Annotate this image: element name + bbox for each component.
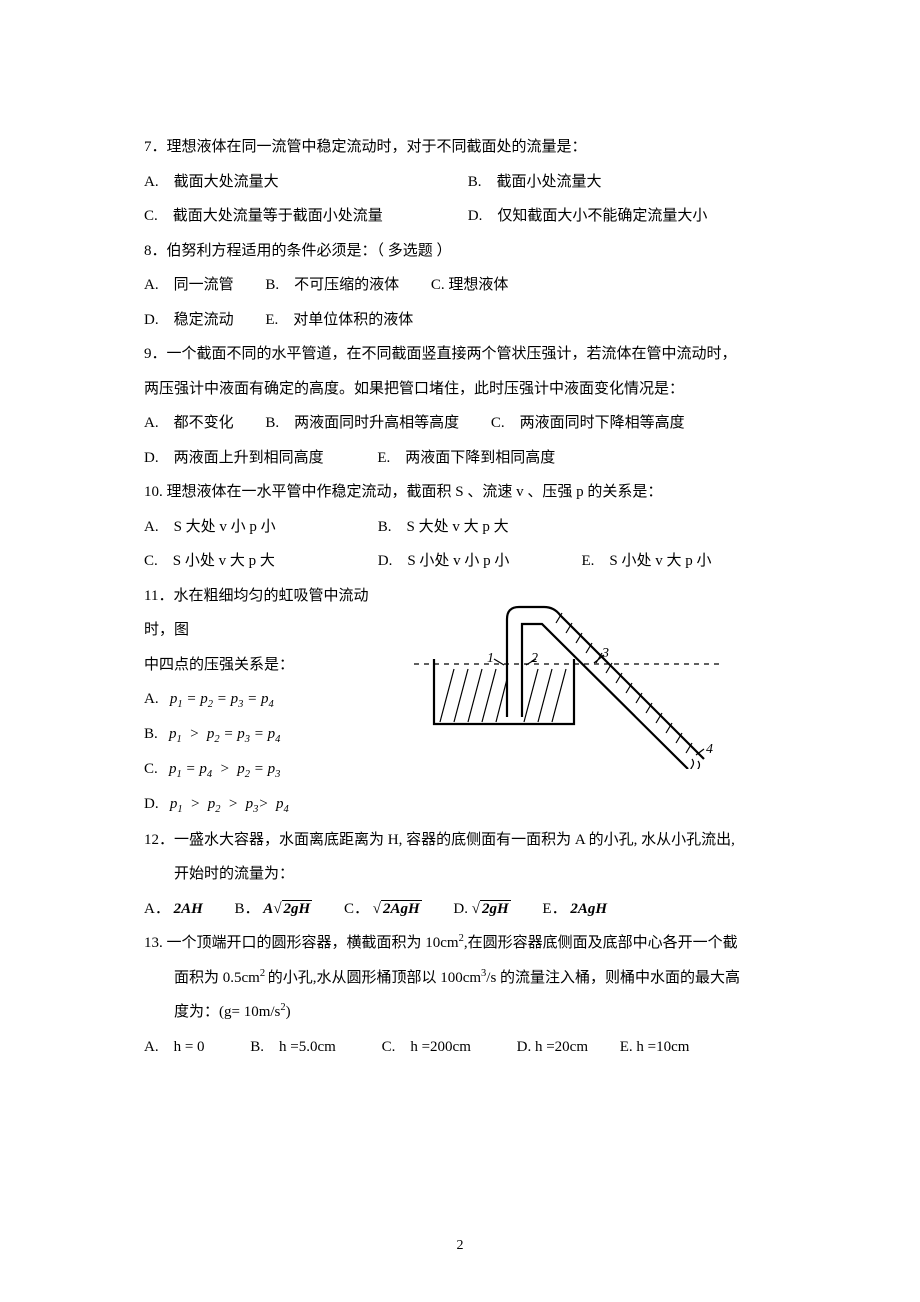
q11-opt-a: A. p1 = p2 = p3 = p4 bbox=[144, 682, 394, 717]
q8-opt-e: E. 对单位体积的液体 bbox=[265, 312, 413, 328]
q9-opt-a: A. 都不变化 bbox=[144, 415, 234, 431]
q8-opt-d: D. 稳定流动 bbox=[144, 312, 234, 328]
q12-opt-d: D. √2gH bbox=[453, 901, 514, 917]
q12-opt-b: B． A√2gH bbox=[235, 901, 316, 917]
q10-opt-e: E. S 小处 v 大 p 小 bbox=[582, 553, 712, 569]
q10-opt-d: D. S 小处 v 小 p 小 bbox=[378, 544, 578, 579]
q11-b-prefix: B. bbox=[144, 726, 158, 742]
q13-opt-b: B. h =5.0cm bbox=[250, 1039, 336, 1055]
q13-s3a: 度为：(g= 10m/s bbox=[174, 1004, 280, 1020]
q11-opt-b: B. p1 > p2 = p3 = p4 bbox=[144, 717, 394, 752]
q13-s3b: ) bbox=[286, 1004, 291, 1020]
q11-block: 11．水在粗细均匀的虹吸管中流动时，图 中四点的压强关系是： A. p1 = p… bbox=[144, 579, 776, 823]
q12-opt-e: E． 2AgH bbox=[542, 901, 607, 917]
q10-opts-row2: C. S 小处 v 大 p 大 D. S 小处 v 小 p 小 E. S 小处 … bbox=[144, 544, 776, 579]
fig-label-4: 4 bbox=[706, 742, 713, 757]
q10-opt-b: B. S 大处 v 大 p 大 bbox=[378, 519, 509, 535]
siphon-diagram: 1 2 3 4 bbox=[404, 599, 734, 769]
q9-opt-b: B. 两液面同时升高相等高度 bbox=[265, 415, 459, 431]
q9-opts-row2: D. 两液面上升到相同高度 E. 两液面下降到相同高度 bbox=[144, 441, 776, 476]
q12-d-arg: 2gH bbox=[480, 900, 511, 917]
q8-opts-row2: D. 稳定流动 E. 对单位体积的液体 bbox=[144, 303, 776, 338]
q13-s2a: 面积为 0.5cm bbox=[174, 970, 260, 986]
q13-opt-a: A. h = 0 bbox=[144, 1039, 205, 1055]
page-number: 2 bbox=[0, 1230, 920, 1262]
q12-a-val: 2AH bbox=[174, 901, 203, 917]
q13-opts: A. h = 0 B. h =5.0cm C. h =200cm D. h =2… bbox=[144, 1030, 776, 1065]
q7-opt-b: B. 截面小处流量大 bbox=[468, 174, 602, 190]
q9-opt-d: D. 两液面上升到相同高度 bbox=[144, 450, 324, 466]
q9-opts-row1: A. 都不变化 B. 两液面同时升高相等高度 C. 两液面同时下降相等高度 bbox=[144, 406, 776, 441]
q13-s2c: /s 的流量注入桶，则桶中水面的最大高 bbox=[486, 970, 740, 986]
q10-opt-a: A. S 大处 v 小 p 小 bbox=[144, 510, 374, 545]
q10-stem: 10. 理想液体在一水平管中作稳定流动，截面积 S 、流速 v 、压强 p 的关… bbox=[144, 475, 776, 510]
q10-opt-c: C. S 小处 v 大 p 大 bbox=[144, 544, 374, 579]
q11-opt-c: C. p1 = p4 > p2 = p3 bbox=[144, 752, 394, 787]
q13-opt-e: E. h =10cm bbox=[620, 1039, 690, 1055]
q8-opt-c: C. 理想液体 bbox=[431, 277, 509, 293]
q7-opt-d: D. 仅知截面大小不能确定流量大小 bbox=[468, 208, 708, 224]
fig-label-3: 3 bbox=[601, 646, 609, 661]
q13-opt-c: C. h =200cm bbox=[382, 1039, 471, 1055]
q12-e-pre: E． bbox=[542, 901, 566, 917]
q8-opt-b: B. 不可压缩的液体 bbox=[265, 277, 399, 293]
q12-stem1: 12．一盛水大容器，水面离底距离为 H, 容器的底侧面有一面积为 A 的小孔, … bbox=[144, 823, 776, 858]
q12-a-pre: A． bbox=[144, 901, 170, 917]
q8-stem: 8．伯努利方程适用的条件必须是：（ 多选题 ） bbox=[144, 234, 776, 269]
q7-opts-row1: A. 截面大处流量大 B. 截面小处流量大 bbox=[144, 165, 776, 200]
q13-s2b: 的小孔,水从圆形桶顶部以 100cm bbox=[268, 970, 481, 986]
q13-stem3: 度为：(g= 10m/s2) bbox=[144, 995, 776, 1030]
q11-opt-d: D. p1 > p2 > p3> p4 bbox=[144, 787, 394, 822]
q11-d-prefix: D. bbox=[144, 796, 159, 812]
q12-b-pre: B． bbox=[235, 901, 260, 917]
q12-opts: A． 2AH B． A√2gH C． √2AgH D. √2gH E． 2AgH bbox=[144, 892, 776, 927]
fig-label-1: 1 bbox=[487, 651, 494, 666]
q11-c-prefix: C. bbox=[144, 761, 158, 777]
q11-stem2: 中四点的压强关系是： bbox=[144, 648, 394, 683]
q11-stem1: 11．水在粗细均匀的虹吸管中流动时，图 bbox=[144, 579, 394, 648]
fig-label-2: 2 bbox=[531, 651, 538, 666]
q13-s1b: ,在圆形容器底侧面及底部中心各开一个截 bbox=[464, 935, 738, 951]
q7-opt-a: A. 截面大处流量大 bbox=[144, 165, 464, 200]
q10-opts-row1: A. S 大处 v 小 p 小 B. S 大处 v 大 p 大 bbox=[144, 510, 776, 545]
q12-opt-c: C． √2AgH bbox=[344, 901, 425, 917]
q12-c-pre: C． bbox=[344, 901, 369, 917]
q8-opts-row1: A. 同一流管 B. 不可压缩的液体 C. 理想液体 bbox=[144, 268, 776, 303]
q12-stem2: 开始时的流量为： bbox=[144, 857, 776, 892]
q13-stem1: 13. 一个顶端开口的圆形容器，横截面积为 10cm2,在圆形容器底侧面及底部中… bbox=[144, 926, 776, 961]
q13-opt-d: D. h =20cm bbox=[517, 1039, 588, 1055]
q7-opts-row2: C. 截面大处流量等于截面小处流量 D. 仅知截面大小不能确定流量大小 bbox=[144, 199, 776, 234]
q9-stem1: 9．一个截面不同的水平管道，在不同截面竖直接两个管状压强计，若流体在管中流动时， bbox=[144, 337, 776, 372]
q9-stem2: 两压强计中液面有确定的高度。如果把管口堵住，此时压强计中液面变化情况是： bbox=[144, 372, 776, 407]
q11-a-prefix: A. bbox=[144, 691, 159, 707]
q12-d-pre: D. bbox=[453, 901, 468, 917]
q12-c-arg: 2AgH bbox=[381, 900, 422, 917]
q12-e-val: 2AgH bbox=[570, 901, 607, 917]
q7-stem: 7．理想液体在同一流管中稳定流动时，对于不同截面处的流量是： bbox=[144, 130, 776, 165]
q12-opt-a: A． 2AH bbox=[144, 901, 207, 917]
q11-text: 11．水在粗细均匀的虹吸管中流动时，图 中四点的压强关系是： A. p1 = p… bbox=[144, 579, 394, 823]
q8-opt-a: A. 同一流管 bbox=[144, 277, 234, 293]
q7-opt-c: C. 截面大处流量等于截面小处流量 bbox=[144, 199, 464, 234]
q9-opt-e: E. 两液面下降到相同高度 bbox=[377, 450, 555, 466]
page: 7．理想液体在同一流管中稳定流动时，对于不同截面处的流量是： A. 截面大处流量… bbox=[0, 0, 920, 1302]
q9-opt-c: C. 两液面同时下降相等高度 bbox=[491, 415, 685, 431]
q13-stem2: 面积为 0.5cm2 的小孔,水从圆形桶顶部以 100cm3/s 的流量注入桶，… bbox=[144, 961, 776, 996]
q13-s1a: 13. 一个顶端开口的圆形容器，横截面积为 10cm bbox=[144, 935, 459, 951]
q12-b-arg: 2gH bbox=[282, 900, 313, 917]
